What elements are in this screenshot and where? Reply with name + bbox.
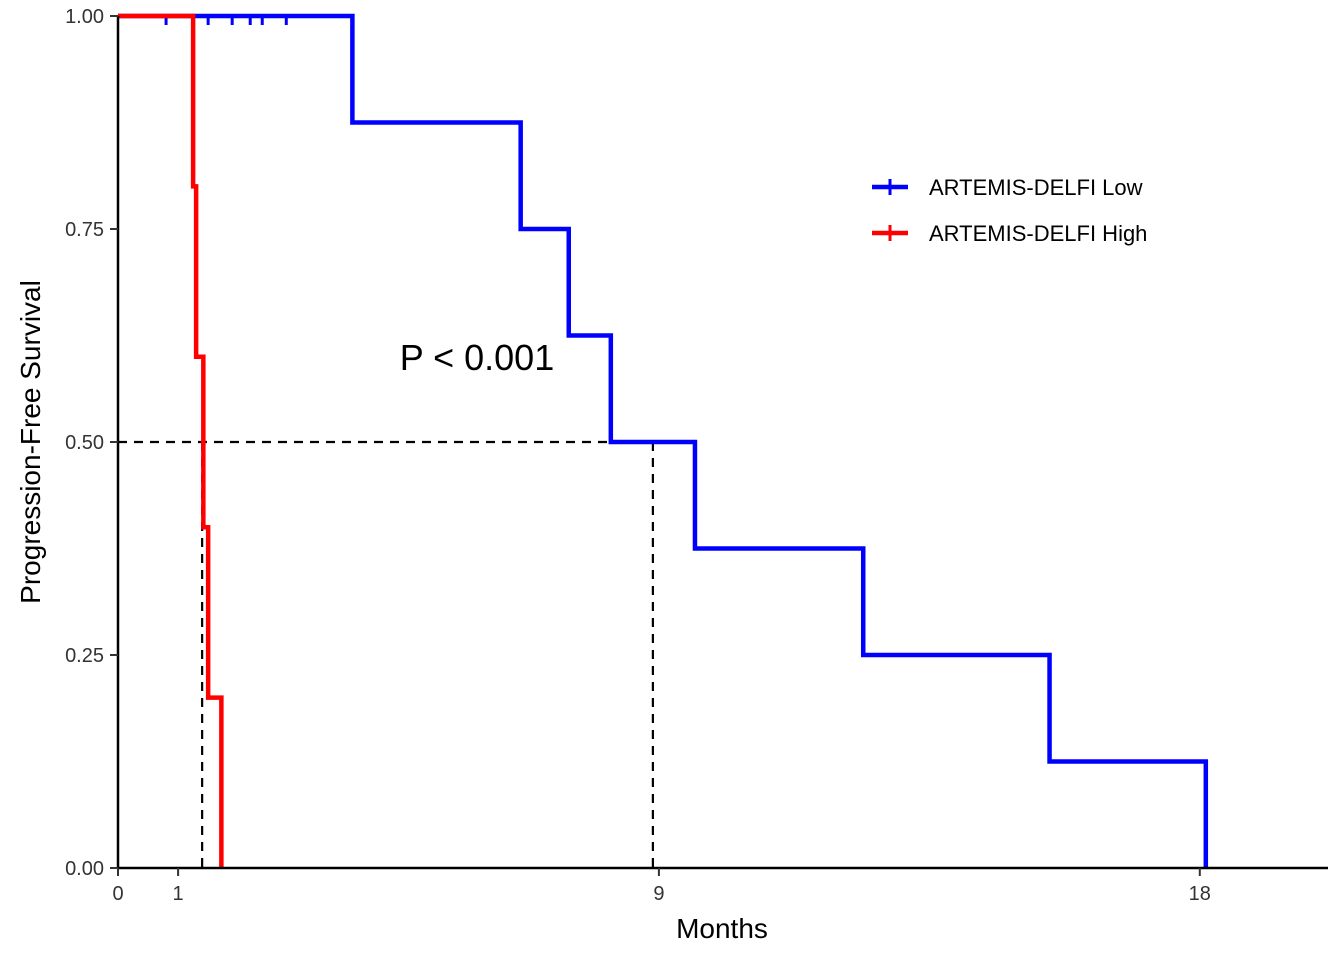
axes: 0 1 9 18 0.00 0.25 0.50 0.75 1.00: [65, 6, 1328, 905]
x-tick-label-4: 18: [1189, 883, 1211, 905]
y-tick-label-4: 0.75: [65, 219, 104, 241]
median-reference-lines: [118, 440, 654, 868]
y-tick-label-5: 1.00: [65, 6, 104, 28]
legend-label-1: ARTEMIS-DELFI Low: [929, 175, 1143, 200]
x-tick-label-2: 1: [173, 883, 184, 905]
y-tick-label-2: 0.25: [65, 645, 104, 667]
x-axis-title: Months: [676, 913, 768, 944]
y-tick-label-3: 0.50: [65, 432, 104, 454]
p-value-annotation: P < 0.001: [400, 337, 554, 378]
y-axis-title: Progression-Free Survival: [15, 280, 46, 604]
series-layer: [118, 13, 1209, 868]
legend-label-2: ARTEMIS-DELFI High: [929, 221, 1147, 246]
y-tick-label-1: 0.00: [65, 858, 104, 880]
x-tick-label-3: 9: [653, 883, 664, 905]
legend: ARTEMIS-DELFI Low ARTEMIS-DELFI High: [872, 175, 1147, 246]
series-line-1: [118, 13, 1209, 868]
x-tick-label-1: 0: [112, 883, 123, 905]
series-line-2: [118, 13, 224, 868]
